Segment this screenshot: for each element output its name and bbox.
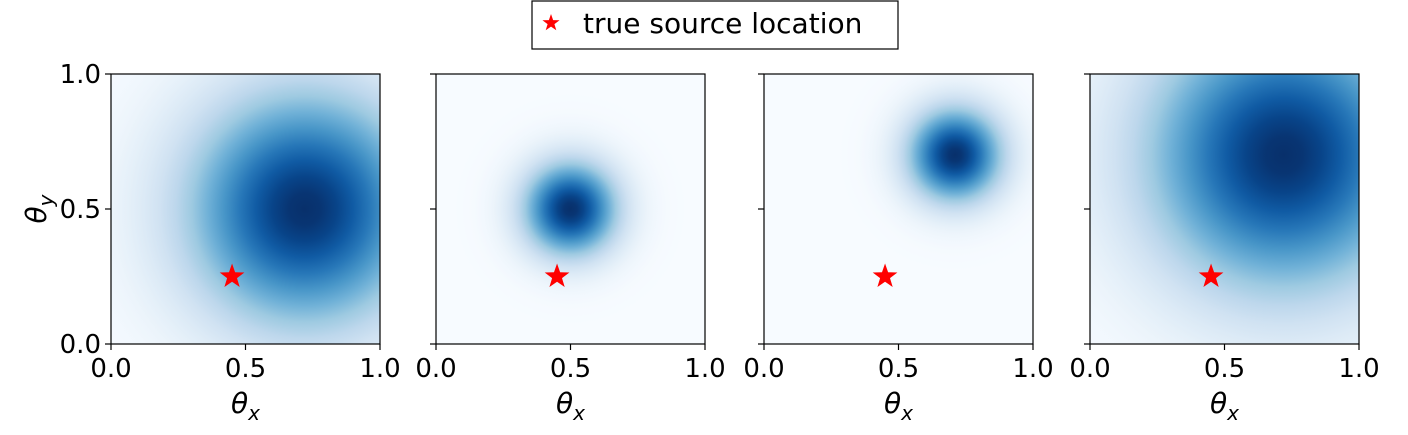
x-label-subscript: x	[1226, 401, 1239, 425]
y-axis-label: θy	[20, 193, 58, 223]
legend-marker	[542, 14, 560, 31]
heatmap	[764, 74, 1033, 344]
legend-box	[531, 0, 899, 50]
heatmap	[1090, 74, 1359, 344]
heatmap	[436, 74, 705, 344]
x-label-base: θ	[884, 387, 901, 420]
y-tick-label: 0.0	[60, 330, 101, 360]
x-axis-label: θx	[231, 387, 260, 425]
source-marker	[872, 263, 898, 288]
x-tick-label: 0.0	[1069, 354, 1110, 384]
x-label-subscript: x	[247, 401, 260, 425]
x-tick-label: 1.0	[1338, 354, 1379, 384]
subplot: 0.0 0.5 1.0 θx	[743, 73, 1054, 425]
x-tick-label: 0.5	[225, 354, 266, 384]
x-axis-label: θx	[1210, 387, 1239, 425]
x-label-base: θ	[556, 387, 573, 420]
x-axis-label: θx	[556, 387, 585, 425]
x-tick-label: 0.0	[90, 354, 131, 384]
x-label-base: θ	[231, 387, 248, 420]
x-tick-label: 0.5	[550, 354, 591, 384]
x-label-subscript: x	[572, 401, 585, 425]
legend-label: true source location	[583, 7, 862, 40]
x-tick-label: 0.0	[743, 354, 784, 384]
x-tick-label: 1.0	[359, 354, 400, 384]
x-label-subscript: x	[900, 401, 913, 425]
subplot: 0.0 0.5 1.0 θx	[1069, 73, 1380, 425]
x-tick-label: 1.0	[684, 354, 725, 384]
source-marker	[544, 263, 570, 288]
legend: true source location	[531, 0, 899, 50]
y-label-subscript: y	[34, 193, 58, 207]
x-axis-label: θx	[884, 387, 913, 425]
y-tick-label: 0.5	[60, 195, 101, 225]
source-marker	[1198, 263, 1224, 288]
x-tick-label: 1.0	[1012, 354, 1053, 384]
heatmap	[111, 74, 380, 344]
x-label-base: θ	[1210, 387, 1227, 420]
y-label-base: θ	[20, 206, 53, 223]
x-tick-label: 0.0	[415, 354, 456, 384]
y-tick-label: 1.0	[60, 60, 101, 90]
x-tick-label: 0.5	[878, 354, 919, 384]
source-marker	[219, 263, 245, 288]
x-tick-label: 0.5	[1204, 354, 1245, 384]
subplot: 0.0 0.5 1.0 θx	[415, 73, 726, 425]
